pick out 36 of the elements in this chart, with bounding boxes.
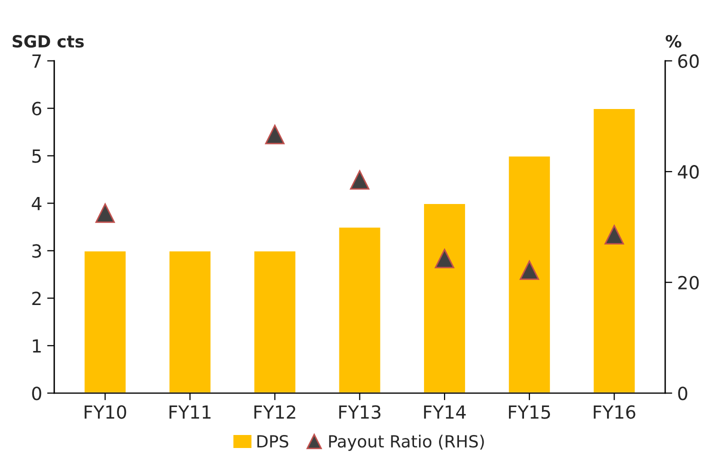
y2-tick-label: 40: [678, 165, 699, 179]
y2-tick-label: 60: [678, 54, 699, 68]
y-tick-label: 5: [32, 149, 41, 163]
y2-tick-label: 20: [678, 276, 699, 290]
x-tick-label: FY10: [84, 405, 126, 419]
x-tick-label: FY15: [508, 405, 550, 419]
x-tick-label: FY11: [170, 405, 211, 419]
y-tick-label: 1: [32, 339, 41, 353]
y-tick-label: 0: [32, 386, 42, 400]
point: [95, 203, 115, 223]
legend-label: DPS: [257, 434, 288, 448]
bar: [168, 250, 212, 394]
y-tick-label: 3: [32, 244, 41, 258]
legend-label: Payout Ratio (RHS): [329, 434, 484, 451]
y-tick-label: 7: [32, 54, 41, 68]
bar: [592, 108, 636, 394]
point: [520, 260, 540, 280]
point: [350, 170, 370, 190]
y-tick-label: 2: [32, 292, 41, 306]
bar: [83, 250, 128, 394]
point: [604, 225, 624, 244]
x-tick-label: FY12: [254, 405, 296, 419]
x-tick-label: FY13: [339, 405, 380, 419]
y-tick-label: 4: [32, 196, 42, 210]
x-tick-label: FY14: [424, 405, 466, 419]
bar: [338, 226, 382, 394]
y2-axis-title: %: [666, 35, 682, 48]
y-tick-label: 6: [32, 102, 42, 116]
bar: [252, 250, 297, 394]
bar: [422, 202, 466, 394]
bar: [507, 155, 552, 394]
x-tick-label: FY16: [594, 405, 636, 419]
y2-tick-label: 0: [678, 386, 688, 400]
y-axis-title: SGD cts: [12, 35, 84, 48]
point: [434, 248, 454, 268]
point: [265, 124, 285, 144]
